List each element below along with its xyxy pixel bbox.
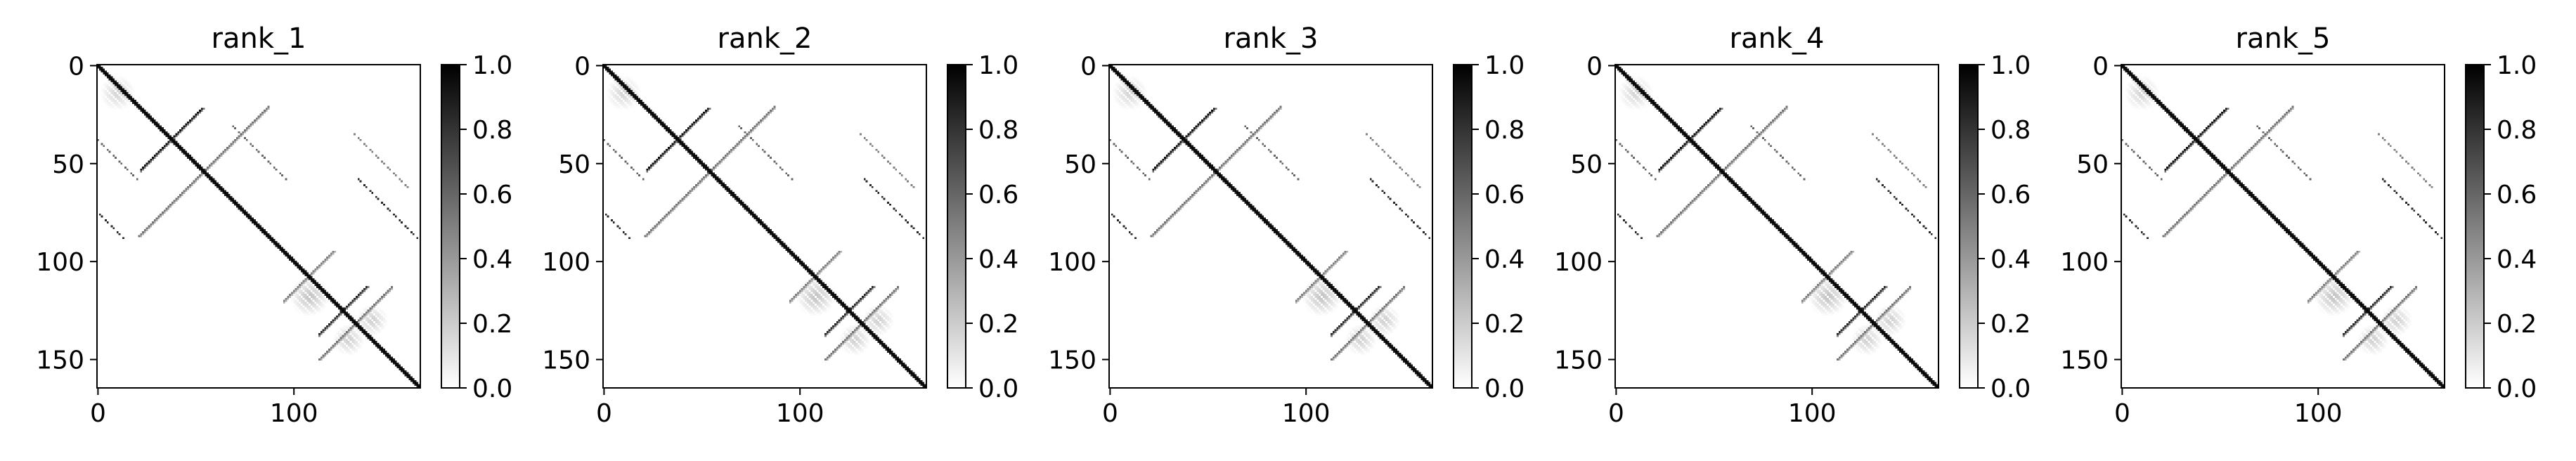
colorbar-tick-label: 0.8 — [472, 116, 512, 145]
panel-title: rank_3 — [1224, 22, 1319, 55]
colorbar-tick-label: 0.4 — [1991, 245, 2031, 274]
panel-title: rank_2 — [718, 22, 813, 55]
y-tick-label: 100 — [36, 248, 84, 277]
heatmap-image — [97, 65, 420, 388]
colorbar-tick-label: 0.6 — [978, 181, 1018, 209]
y-tick-label: 0 — [1080, 52, 1096, 81]
y-tick-label: 100 — [1554, 248, 1603, 277]
panel-title: rank_1 — [212, 22, 306, 55]
heatmap-image — [603, 65, 926, 388]
colorbar-tick-label: 0.4 — [472, 245, 512, 274]
colorbar-tick-label: 0.2 — [978, 310, 1018, 339]
x-tick-label: 100 — [1788, 399, 1837, 428]
colorbar-tick-label: 0.2 — [1484, 310, 1525, 339]
y-tick-label: 50 — [1570, 150, 1603, 179]
colorbar-tick-label: 0.8 — [2497, 116, 2537, 145]
x-tick-label: 0 — [1608, 399, 1624, 428]
y-tick-label: 150 — [2060, 346, 2109, 375]
x-tick-label: 100 — [270, 399, 318, 428]
x-tick-label: 100 — [2294, 399, 2343, 428]
axes-frame — [602, 64, 927, 389]
x-tick-label: 100 — [776, 399, 824, 428]
y-tick-label: 0 — [1586, 52, 1603, 81]
colorbar-tick-label: 0.2 — [1991, 310, 2031, 339]
colorbar-tick-label: 0.8 — [1484, 116, 1525, 145]
colorbar-tick-label: 0.6 — [1991, 181, 2031, 209]
heatmap-image — [1109, 65, 1432, 388]
heatmap-image — [1615, 65, 1939, 388]
colorbar-tick-label: 0.2 — [2497, 310, 2537, 339]
y-tick-label: 150 — [542, 346, 590, 375]
y-tick-label: 150 — [36, 346, 84, 375]
colorbar-tick-label: 0.0 — [1991, 375, 2031, 403]
panel-title: rank_4 — [1730, 22, 1825, 55]
y-tick-label: 100 — [542, 248, 590, 277]
colorbar-tick-label: 0.0 — [2497, 375, 2537, 403]
colorbar-tick-label: 0.6 — [472, 181, 512, 209]
axes-frame — [1108, 64, 1433, 389]
colorbar — [2465, 64, 2485, 389]
axes-frame — [1614, 64, 1939, 389]
x-tick-label: 0 — [2114, 399, 2130, 428]
panel-title: rank_5 — [2236, 22, 2331, 55]
x-tick-label: 0 — [1102, 399, 1118, 428]
colorbar-tick-label: 0.0 — [1484, 375, 1525, 403]
colorbar — [1959, 64, 1979, 389]
heatmap-image — [2121, 65, 2445, 388]
y-tick-label: 100 — [1048, 248, 1096, 277]
x-tick-label: 0 — [90, 399, 106, 428]
colorbar-tick-label: 1.0 — [1484, 51, 1525, 80]
y-tick-label: 50 — [52, 150, 84, 179]
axes-frame — [96, 64, 421, 389]
y-tick-label: 150 — [1048, 346, 1096, 375]
y-tick-label: 50 — [558, 150, 590, 179]
colorbar — [441, 64, 460, 389]
colorbar — [947, 64, 966, 389]
colorbar-tick-label: 0.8 — [1991, 116, 2031, 145]
x-tick-label: 0 — [596, 399, 612, 428]
y-tick-label: 0 — [68, 52, 84, 81]
x-tick-label: 100 — [1282, 399, 1331, 428]
y-tick-label: 0 — [2092, 52, 2109, 81]
colorbar-tick-label: 0.4 — [1484, 245, 1525, 274]
colorbar-tick-label: 0.4 — [2497, 245, 2537, 274]
colorbar-tick-label: 1.0 — [1991, 51, 2031, 80]
axes-frame — [2121, 64, 2445, 389]
colorbar-tick-label: 0.0 — [978, 375, 1018, 403]
colorbar-tick-label: 0.8 — [978, 116, 1018, 145]
y-tick-label: 50 — [1064, 150, 1096, 179]
colorbar-tick-label: 0.6 — [2497, 181, 2537, 209]
colorbar-tick-label: 1.0 — [978, 51, 1018, 80]
colorbar — [1453, 64, 1473, 389]
colorbar-tick-label: 0.4 — [978, 245, 1018, 274]
y-tick-label: 50 — [2076, 150, 2109, 179]
y-tick-label: 100 — [2060, 248, 2109, 277]
y-tick-label: 150 — [1554, 346, 1603, 375]
colorbar-tick-label: 1.0 — [472, 51, 512, 80]
colorbar-tick-label: 0.2 — [472, 310, 512, 339]
colorbar-tick-label: 0.0 — [472, 375, 512, 403]
colorbar-tick-label: 1.0 — [2497, 51, 2537, 80]
y-tick-label: 0 — [574, 52, 590, 81]
colorbar-tick-label: 0.6 — [1484, 181, 1525, 209]
